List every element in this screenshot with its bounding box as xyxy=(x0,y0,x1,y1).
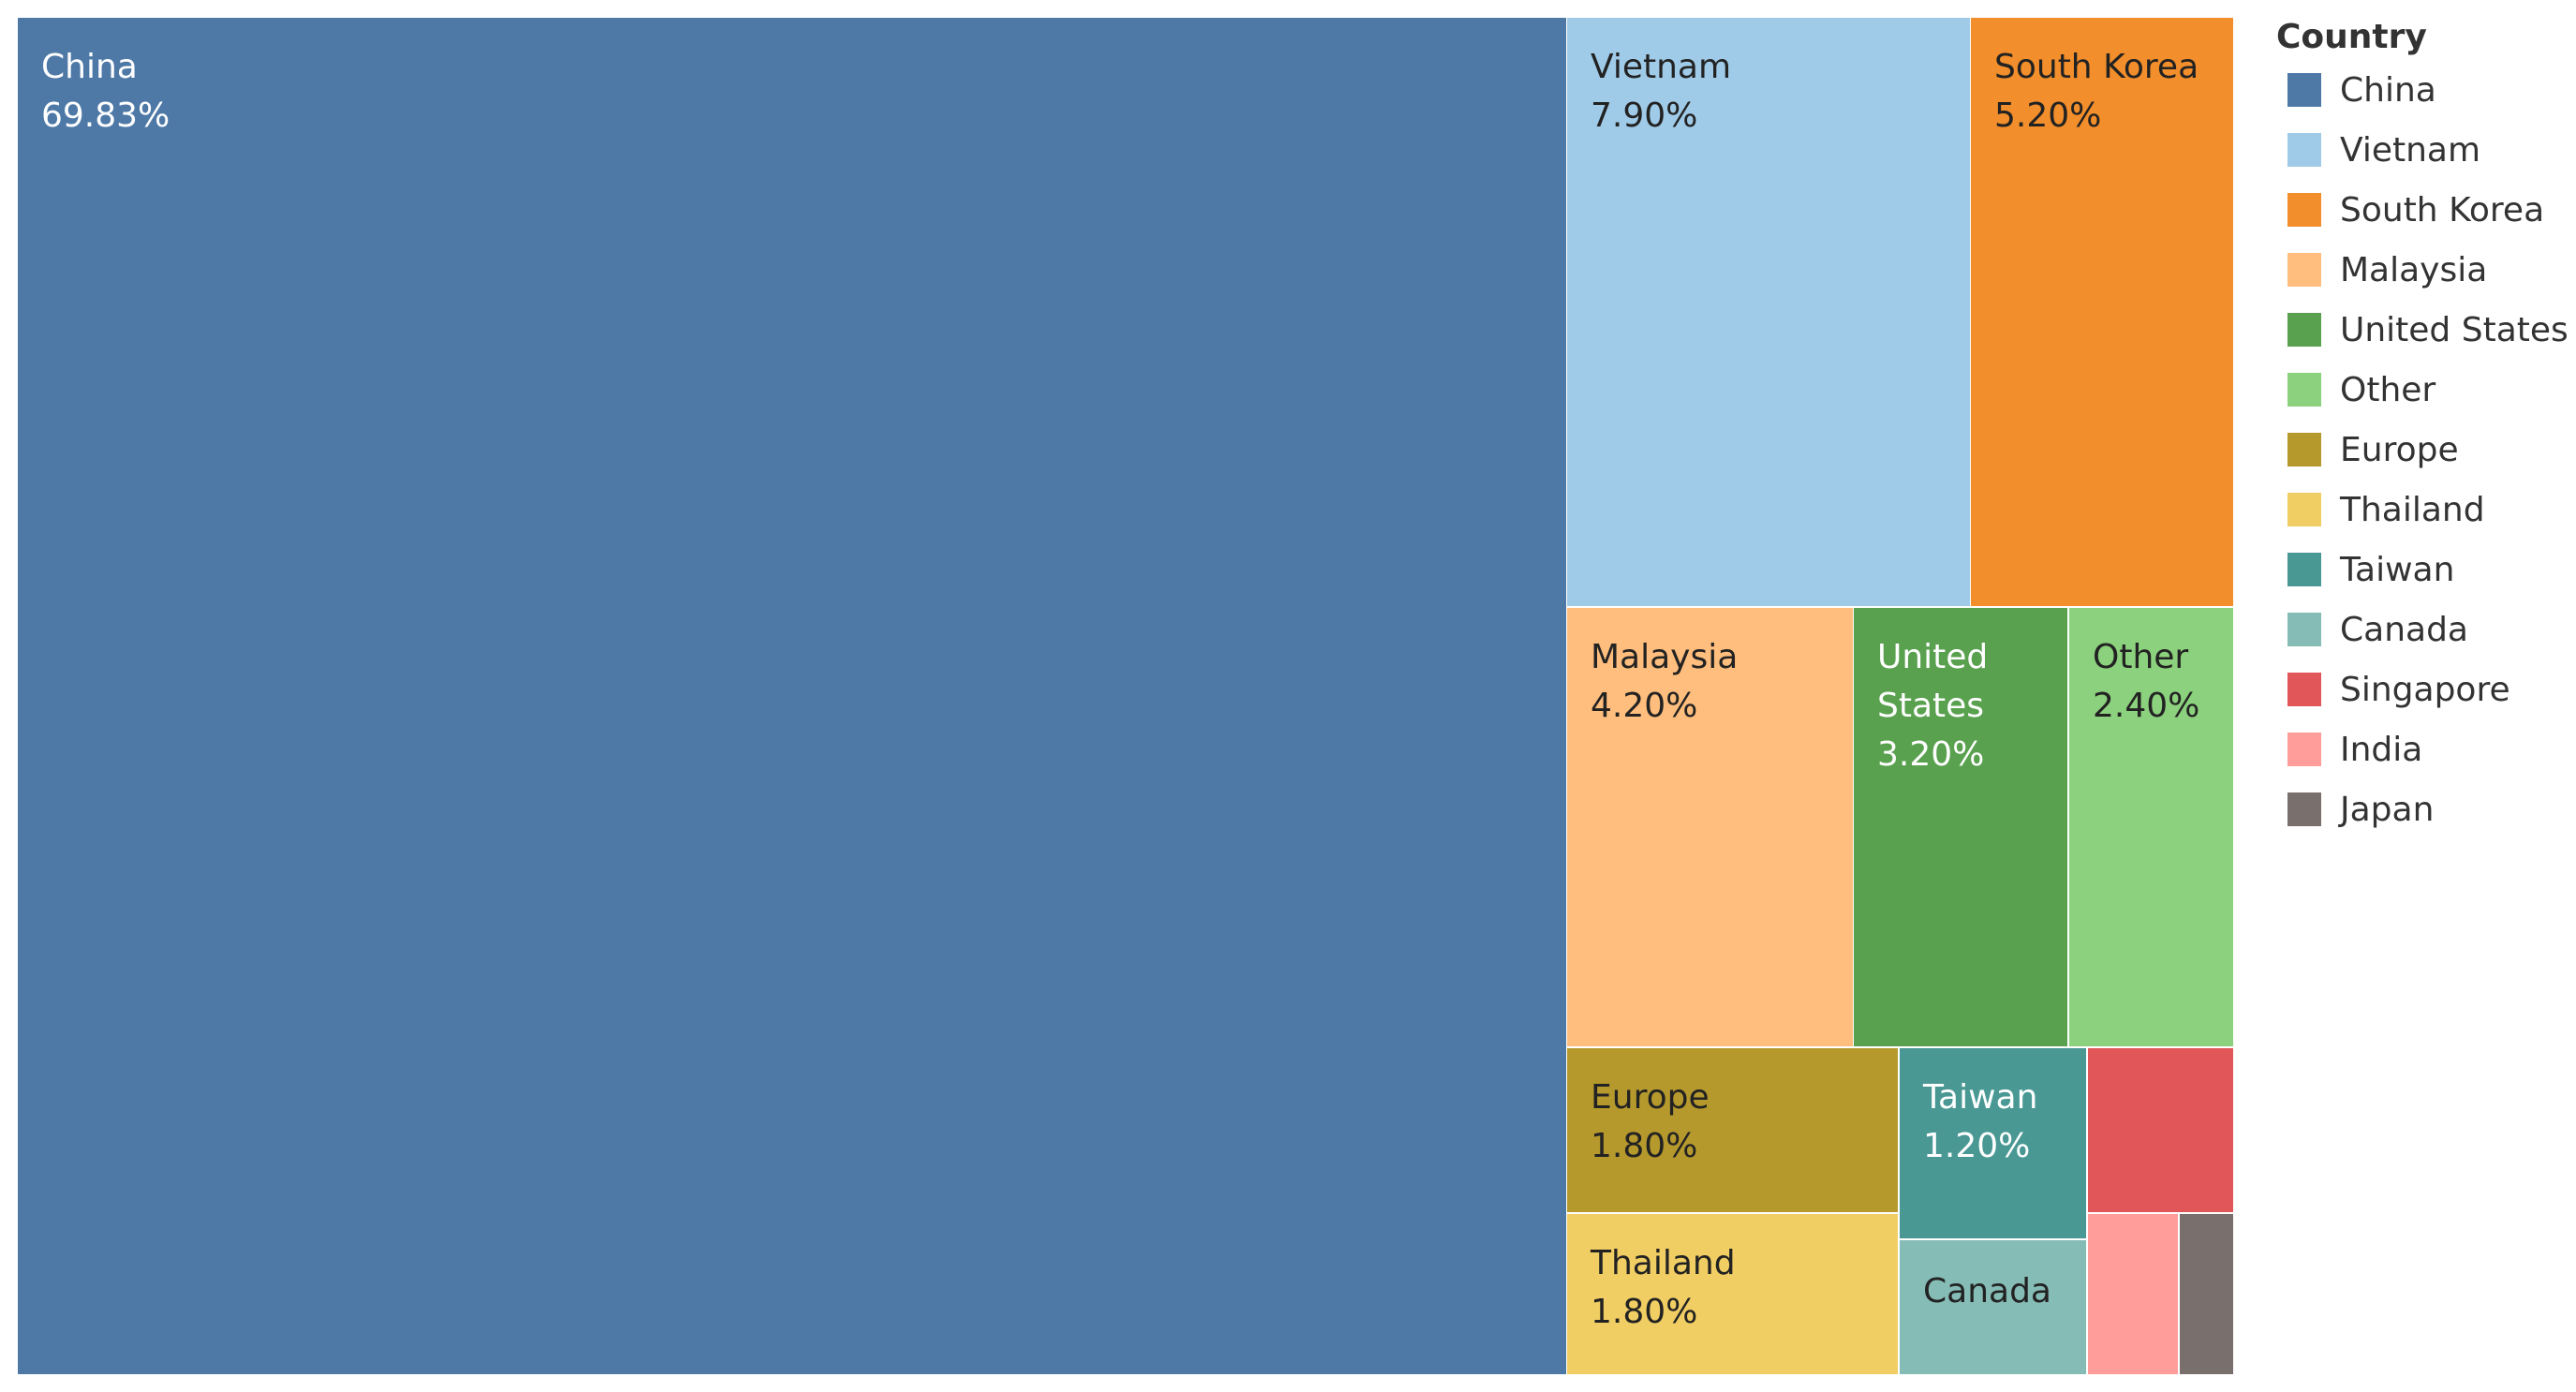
legend-label: Other xyxy=(2340,370,2436,409)
treemap-value-thailand: 1.80% xyxy=(1591,1293,1697,1331)
treemap-label-vietnam: Vietnam xyxy=(1591,48,1731,86)
legend-swatch xyxy=(2287,673,2321,706)
legend-swatch xyxy=(2287,193,2321,227)
treemap-cell-malaysia[interactable]: Malaysia 4.20% xyxy=(1567,608,1853,1046)
treemap-label-other: Other xyxy=(2093,638,2188,676)
treemap-label-south-korea: South Korea xyxy=(1994,48,2198,86)
legend-swatch xyxy=(2287,253,2321,287)
treemap-rect-united-states xyxy=(1854,608,2067,1046)
treemap-rect-other xyxy=(2069,608,2233,1046)
treemap-label-canada: Canada xyxy=(1923,1272,2051,1311)
treemap-label-malaysia: Malaysia xyxy=(1591,638,1738,676)
legend-swatch xyxy=(2287,553,2321,586)
treemap-value-europe: 1.80% xyxy=(1591,1127,1697,1165)
legend-label: Singapore xyxy=(2340,670,2510,709)
legend-swatch xyxy=(2287,792,2321,826)
legend-item-taiwan[interactable]: Taiwan xyxy=(2276,540,2576,600)
treemap-cell-india[interactable] xyxy=(2088,1214,2178,1374)
treemap-rect-vietnam xyxy=(1567,18,1970,606)
treemap-cell-taiwan[interactable]: Taiwan 1.20% xyxy=(1900,1048,2086,1238)
treemap-label-united-states-line-1: United xyxy=(1877,638,1988,676)
treemap-rect-china xyxy=(18,18,1566,1374)
legend-item-vietnam[interactable]: Vietnam xyxy=(2276,120,2576,180)
legend-item-japan[interactable]: Japan xyxy=(2276,779,2576,839)
treemap-label-china: China xyxy=(41,48,138,86)
treemap-cell-japan[interactable] xyxy=(2180,1214,2233,1374)
legend-items: China Vietnam South Korea Malaysia United St… xyxy=(2276,60,2576,839)
legend-item-other[interactable]: Other xyxy=(2276,360,2576,420)
legend-label: Thailand xyxy=(2340,490,2485,529)
legend-swatch xyxy=(2287,133,2321,167)
legend-item-united-states[interactable]: United States xyxy=(2276,300,2576,360)
treemap-label-taiwan: Taiwan xyxy=(1922,1078,2037,1117)
legend-label: Canada xyxy=(2340,610,2468,649)
treemap-value-vietnam: 7.90% xyxy=(1591,96,1697,135)
legend-label: Vietnam xyxy=(2340,130,2481,170)
treemap-label-united-states-line-2: States xyxy=(1877,687,1984,725)
treemap-chart: China 69.83% Vietnam 7.90% South Korea 5.20% M… xyxy=(18,18,2233,1374)
treemap-rect-malaysia xyxy=(1567,608,1853,1046)
treemap-rect-canada xyxy=(1900,1240,2086,1374)
treemap-cell-europe[interactable]: Europe 1.80% xyxy=(1567,1048,1898,1212)
legend-item-malaysia[interactable]: Malaysia xyxy=(2276,240,2576,300)
treemap-cell-singapore[interactable] xyxy=(2088,1048,2233,1212)
treemap-rect-thailand xyxy=(1567,1214,1898,1374)
legend-label: Malaysia xyxy=(2340,250,2488,289)
legend-swatch xyxy=(2287,73,2321,107)
legend-swatch xyxy=(2287,433,2321,466)
treemap-cell-united-states[interactable]: United States 3.20% xyxy=(1854,608,2067,1046)
legend-title: Country xyxy=(2276,18,2427,56)
legend-item-europe[interactable]: Europe xyxy=(2276,420,2576,480)
legend-swatch xyxy=(2287,373,2321,407)
legend-item-india[interactable]: India xyxy=(2276,719,2576,779)
legend-label: Europe xyxy=(2340,430,2459,469)
treemap-cell-thailand[interactable]: Thailand 1.80% xyxy=(1567,1214,1898,1374)
treemap-value-south-korea: 5.20% xyxy=(1994,96,2101,135)
treemap-value-china: 69.83% xyxy=(41,96,170,135)
legend-item-thailand[interactable]: Thailand xyxy=(2276,480,2576,540)
legend-label: China xyxy=(2340,70,2436,110)
treemap-cell-other[interactable]: Other 2.40% xyxy=(2069,608,2233,1046)
legend-item-china[interactable]: China xyxy=(2276,60,2576,120)
legend-label: India xyxy=(2340,730,2423,769)
legend-item-canada[interactable]: Canada xyxy=(2276,600,2576,659)
treemap-rect-singapore xyxy=(2088,1048,2233,1212)
treemap-value-malaysia: 4.20% xyxy=(1591,687,1697,725)
treemap-label-thailand: Thailand xyxy=(1590,1244,1736,1282)
legend-swatch xyxy=(2287,733,2321,766)
legend-swatch xyxy=(2287,613,2321,646)
legend-label: Japan xyxy=(2340,790,2435,829)
treemap-value-other: 2.40% xyxy=(2093,687,2199,725)
treemap-rect-south-korea xyxy=(1971,18,2233,606)
legend-label: South Korea xyxy=(2340,190,2545,230)
treemap-rect-europe xyxy=(1567,1048,1898,1212)
treemap-cell-south-korea[interactable]: South Korea 5.20% xyxy=(1971,18,2233,606)
treemap-cell-vietnam[interactable]: Vietnam 7.90% xyxy=(1567,18,1970,606)
treemap-rect-japan xyxy=(2180,1214,2233,1374)
treemap-rect-india xyxy=(2088,1214,2178,1374)
treemap-rect-taiwan xyxy=(1900,1048,2086,1238)
legend-label: United States xyxy=(2340,310,2569,349)
legend-item-singapore[interactable]: Singapore xyxy=(2276,659,2576,719)
legend-swatch xyxy=(2287,493,2321,526)
treemap-cell-canada[interactable]: Canada xyxy=(1900,1240,2086,1374)
treemap-value-united-states: 3.20% xyxy=(1877,735,1984,774)
treemap-value-taiwan: 1.20% xyxy=(1923,1127,2030,1165)
legend-label: Taiwan xyxy=(2340,550,2455,589)
treemap-cell-china[interactable]: China 69.83% xyxy=(18,18,1566,1374)
legend: Country China Vietnam South Korea Malaysia U… xyxy=(2276,15,2576,839)
treemap-label-europe: Europe xyxy=(1591,1078,1710,1117)
legend-swatch xyxy=(2287,313,2321,347)
legend-item-south-korea[interactable]: South Korea xyxy=(2276,180,2576,240)
